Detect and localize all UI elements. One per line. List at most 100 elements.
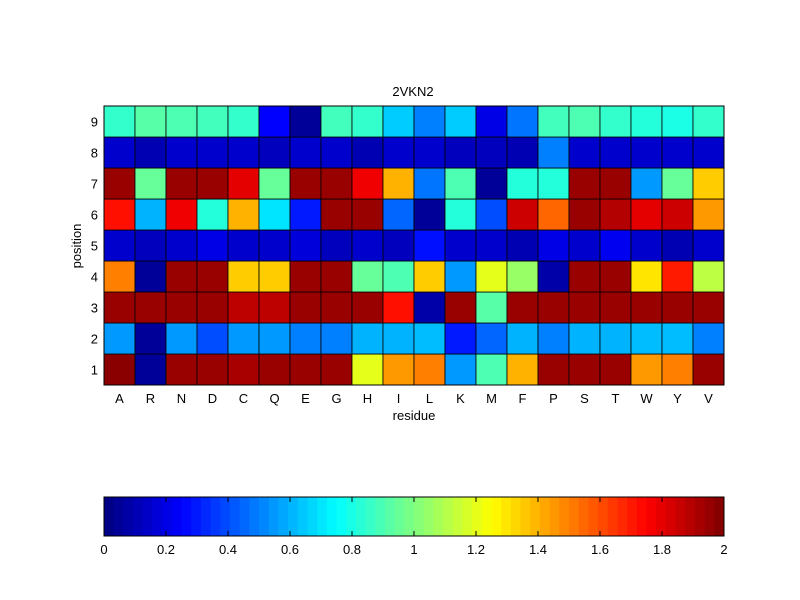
heatmap-cell-S-4 <box>568 260 601 293</box>
heatmap-cell-I-9 <box>382 105 415 138</box>
heatmap-cell-T-5 <box>599 229 632 262</box>
colorbar-segment <box>133 497 144 536</box>
colorbar-segment <box>665 497 677 536</box>
colorbar-segment <box>152 497 163 536</box>
heatmap-cell-Q-4 <box>258 260 291 293</box>
x-tick-label-G: G <box>331 391 341 406</box>
heatmap-cell-R-5 <box>134 229 167 262</box>
heatmap-cell-R-9 <box>134 105 167 138</box>
heatmap-cell-I-7 <box>382 167 415 200</box>
heatmap-cell-D-1 <box>196 353 229 386</box>
heatmap-cell-M-4 <box>475 260 508 293</box>
x-tick-label-S: S <box>580 391 589 406</box>
heatmap-cell-A-8 <box>103 136 136 169</box>
heatmap-cell-I-3 <box>382 291 415 324</box>
heatmap-cell-G-9 <box>320 105 353 138</box>
heatmap-cell-N-1 <box>165 353 198 386</box>
colorbar-segment <box>656 497 667 536</box>
heatmap-cell-W-3 <box>630 291 663 324</box>
heatmap-cell-G-1 <box>320 353 353 386</box>
colorbar-segment <box>627 497 638 536</box>
colorbar-segment <box>239 497 250 536</box>
heatmap-cell-H-7 <box>351 167 384 200</box>
heatmap-cell-Y-3 <box>661 291 694 324</box>
heatmap-cell-Q-1 <box>258 353 291 386</box>
heatmap-cell-M-1 <box>475 353 508 386</box>
heatmap-cell-L-3 <box>413 291 446 324</box>
colorbar-segment <box>617 497 628 536</box>
heatmap-cell-M-8 <box>475 136 508 169</box>
heatmap-cell-E-6 <box>289 198 322 231</box>
colorbar-segment <box>191 497 202 536</box>
heatmap-cell-E-5 <box>289 229 322 262</box>
heatmap-cell-N-8 <box>165 136 198 169</box>
heatmap-cell-A-5 <box>103 229 136 262</box>
x-tick-label-E: E <box>301 391 310 406</box>
heatmap-cell-D-6 <box>196 198 229 231</box>
heatmap-cell-D-5 <box>196 229 229 262</box>
heatmap-cell-M-6 <box>475 198 508 231</box>
heatmap-cell-F-7 <box>506 167 539 200</box>
colorbar-tick-label: 1.6 <box>591 542 609 557</box>
heatmap-cell-Y-8 <box>661 136 694 169</box>
heatmap-cell-R-3 <box>134 291 167 324</box>
heatmap-cell-L-4 <box>413 260 446 293</box>
heatmap-cell-R-7 <box>134 167 167 200</box>
heatmap-cell-K-4 <box>444 260 477 293</box>
heatmap-cell-W-1 <box>630 353 663 386</box>
heatmap-cell-Q-9 <box>258 105 291 138</box>
x-tick-label-R: R <box>146 391 155 406</box>
heatmap-cell-A-3 <box>103 291 136 324</box>
heatmap-cell-C-4 <box>227 260 260 293</box>
heatmap-cell-T-6 <box>599 198 632 231</box>
heatmap-cell-C-5 <box>227 229 260 262</box>
heatmap-cell-E-7 <box>289 167 322 200</box>
heatmap-cell-T-7 <box>599 167 632 200</box>
heatmap-cell-D-9 <box>196 105 229 138</box>
colorbar-segment <box>288 497 299 536</box>
heatmap-cell-C-1 <box>227 353 260 386</box>
colorbar-segment <box>297 497 308 536</box>
colorbar-segment <box>462 497 473 536</box>
heatmap-cell-G-5 <box>320 229 353 262</box>
heatmap-cell-N-4 <box>165 260 198 293</box>
heatmap-cell-K-3 <box>444 291 477 324</box>
colorbar-segment <box>704 497 715 536</box>
colorbar-segment <box>569 497 580 536</box>
heatmap-cell-E-1 <box>289 353 322 386</box>
heatmap-cell-S-6 <box>568 198 601 231</box>
heatmap-cell-G-7 <box>320 167 353 200</box>
heatmap-cell-A-6 <box>103 198 136 231</box>
heatmap-cell-H-1 <box>351 353 384 386</box>
y-tick-labels: 1 2 3 4 5 6 7 8 9 <box>91 115 98 378</box>
colorbar-tick-label: 1.4 <box>529 542 547 557</box>
heatmap-cell-S-5 <box>568 229 601 262</box>
colorbar-segment <box>317 497 328 536</box>
heatmap-cell-C-7 <box>227 167 260 200</box>
heatmap-cell-Q-6 <box>258 198 291 231</box>
heatmap-cell-Y-1 <box>661 353 694 386</box>
colorbar-segment <box>646 497 657 536</box>
heatmap-cell-N-6 <box>165 198 198 231</box>
heatmap-cell-T-1 <box>599 353 632 386</box>
heatmap-cell-L-5 <box>413 229 446 262</box>
colorbar-segment <box>171 497 182 536</box>
heatmap-cell-I-8 <box>382 136 415 169</box>
heatmap-cell-N-7 <box>165 167 198 200</box>
x-tick-label-V: V <box>704 391 713 406</box>
colorbar-segment <box>104 497 115 536</box>
colorbar-segment <box>278 497 289 536</box>
heatmap-cell-P-1 <box>537 353 570 386</box>
heatmap-cell-M-3 <box>475 291 508 324</box>
heatmap-cell-H-5 <box>351 229 384 262</box>
y-tick-label-6: 6 <box>91 208 98 223</box>
heatmap-cell-E-2 <box>289 322 322 355</box>
heatmap-cell-F-4 <box>506 260 539 293</box>
colorbar-segment <box>472 497 483 536</box>
colorbar-segment <box>491 497 502 536</box>
colorbar-segment <box>307 497 318 536</box>
y-tick-label-5: 5 <box>91 239 98 254</box>
x-tick-label-C: C <box>239 391 248 406</box>
heatmap-cell-V-5 <box>692 229 725 262</box>
colorbar-segment <box>268 497 279 536</box>
